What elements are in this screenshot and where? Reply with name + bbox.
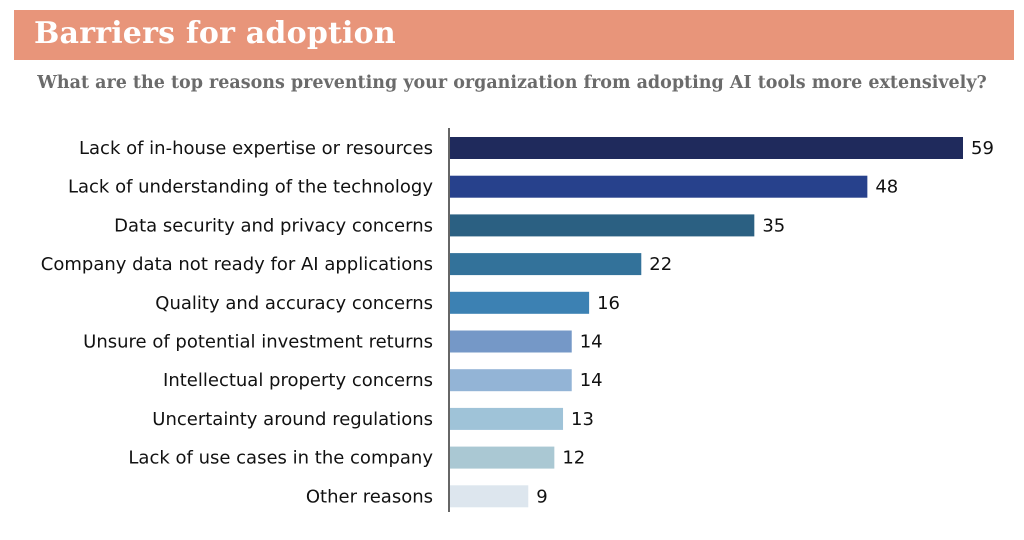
value-label: 14 <box>580 332 603 353</box>
category-label: Intellectual property concerns <box>163 370 433 391</box>
value-label: 35 <box>762 215 785 236</box>
value-label: 16 <box>597 293 620 314</box>
bar <box>450 369 572 392</box>
category-label: Uncertainty around regulations <box>152 409 433 430</box>
value-label: 13 <box>571 409 594 430</box>
category-label: Quality and accuracy concerns <box>155 293 433 314</box>
bar <box>450 137 963 159</box>
bar <box>450 253 642 276</box>
category-label: Other reasons <box>306 486 433 507</box>
value-label: 48 <box>875 177 898 198</box>
value-label: 9 <box>536 486 547 507</box>
category-label: Unsure of potential investment returns <box>83 332 433 353</box>
value-label: 12 <box>562 448 585 469</box>
bar-group: Lack of in-house expertise or resources 5… <box>41 137 994 508</box>
chart-subtitle: What are the top reasons preventing your… <box>37 73 987 93</box>
value-label: 14 <box>580 370 603 391</box>
bar <box>450 330 572 353</box>
value-label: 22 <box>649 254 672 275</box>
category-label: Lack of understanding of the technology <box>68 177 433 198</box>
value-label: 59 <box>971 138 994 159</box>
category-label: Company data not ready for AI applicatio… <box>41 254 433 275</box>
category-label: Lack of in-house expertise or resources <box>79 138 433 159</box>
category-label: Lack of use cases in the company <box>128 448 433 469</box>
bar <box>450 485 529 508</box>
bar <box>450 407 564 430</box>
bar <box>450 175 868 198</box>
title-banner: Barriers for adoption <box>14 10 1014 60</box>
bar <box>450 214 755 237</box>
chart-title: Barriers for adoption <box>34 16 396 51</box>
bar <box>450 446 555 469</box>
bar <box>450 291 590 314</box>
category-label: Data security and privacy concerns <box>114 215 433 236</box>
